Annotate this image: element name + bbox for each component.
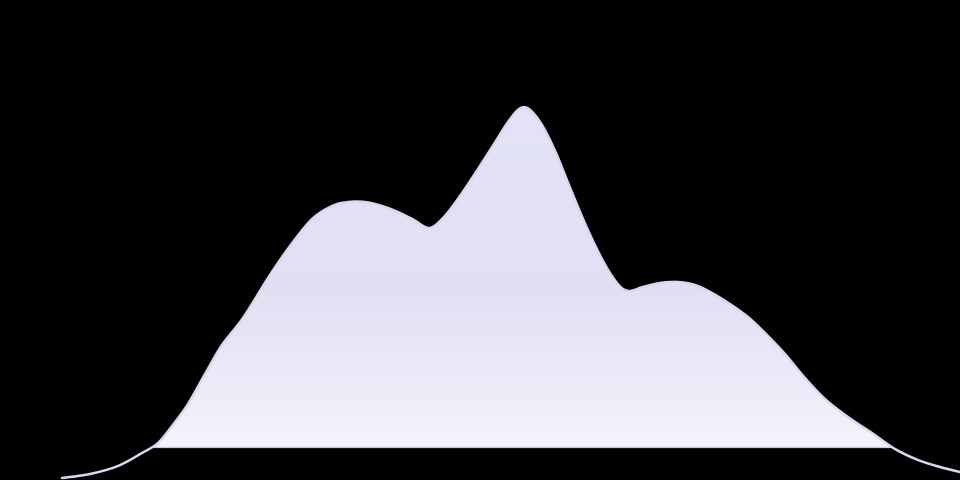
curve-line (60, 105, 960, 480)
area-fill-shape (151, 107, 894, 448)
